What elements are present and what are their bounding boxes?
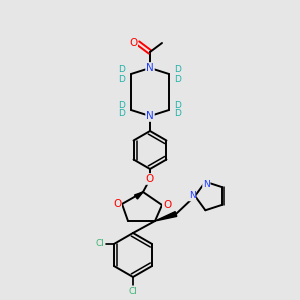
- Text: O: O: [129, 38, 137, 48]
- Text: D: D: [175, 65, 182, 74]
- Text: N: N: [203, 180, 210, 189]
- Text: D: D: [118, 100, 125, 109]
- Text: Cl: Cl: [129, 286, 137, 296]
- Text: D: D: [118, 74, 125, 83]
- Polygon shape: [134, 192, 143, 199]
- Polygon shape: [155, 212, 177, 221]
- Text: D: D: [118, 110, 125, 118]
- Text: D: D: [175, 100, 182, 109]
- Text: D: D: [118, 65, 125, 74]
- Text: D: D: [175, 110, 182, 118]
- Text: O: O: [146, 174, 154, 184]
- Text: N: N: [146, 63, 154, 73]
- Text: Cl: Cl: [95, 239, 104, 248]
- Text: O: O: [163, 200, 171, 210]
- Text: N: N: [146, 111, 154, 121]
- Text: D: D: [175, 74, 182, 83]
- Text: O: O: [113, 199, 121, 209]
- Text: N: N: [189, 191, 195, 200]
